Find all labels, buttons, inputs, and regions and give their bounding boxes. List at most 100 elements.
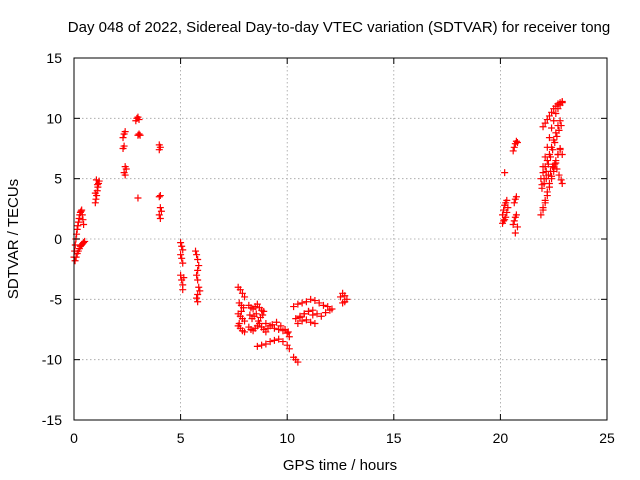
x-tick-label: 20 xyxy=(493,430,509,446)
data-point xyxy=(558,97,566,105)
data-point xyxy=(309,311,317,319)
data-point xyxy=(552,129,560,137)
data-point xyxy=(543,157,551,165)
data-point xyxy=(543,116,551,124)
data-point xyxy=(285,333,293,341)
data-point xyxy=(319,301,327,309)
data-point xyxy=(75,214,83,222)
data-point xyxy=(300,310,308,318)
data-point xyxy=(262,340,270,348)
data-point xyxy=(92,195,100,203)
data-point xyxy=(512,211,520,219)
data-point xyxy=(246,311,254,319)
data-point xyxy=(555,171,563,179)
data-point xyxy=(548,124,556,132)
data-point xyxy=(279,338,287,346)
data-point xyxy=(545,112,553,120)
y-tick-label: 10 xyxy=(46,110,62,126)
x-tick-label: 10 xyxy=(279,430,295,446)
data-point xyxy=(552,159,560,167)
data-point xyxy=(91,199,99,207)
data-point xyxy=(193,294,201,302)
data-point xyxy=(317,312,325,320)
data-point xyxy=(294,300,302,308)
data-point xyxy=(509,221,517,229)
data-point xyxy=(550,167,558,175)
data-point xyxy=(119,134,127,142)
x-tick-label: 25 xyxy=(599,430,615,446)
data-point xyxy=(260,307,268,315)
data-point xyxy=(551,160,559,168)
data-point xyxy=(341,298,349,306)
data-point xyxy=(537,211,545,219)
data-point xyxy=(307,295,315,303)
data-point xyxy=(192,247,200,255)
data-point xyxy=(268,321,276,329)
data-point xyxy=(307,318,315,326)
data-point xyxy=(298,299,306,307)
data-point xyxy=(195,283,203,291)
data-point xyxy=(341,292,349,300)
data-point xyxy=(80,239,88,247)
data-point xyxy=(155,193,163,201)
data-point xyxy=(253,342,261,350)
data-point xyxy=(270,336,278,344)
data-point xyxy=(270,324,278,332)
x-axis-label: GPS time / hours xyxy=(283,457,397,474)
data-point xyxy=(324,303,332,311)
data-point xyxy=(196,287,204,295)
data-point xyxy=(236,286,244,294)
data-point xyxy=(259,311,267,319)
data-point xyxy=(177,239,185,247)
data-point xyxy=(79,216,87,224)
data-point xyxy=(501,169,509,177)
axis-ticks xyxy=(73,57,608,421)
data-point xyxy=(548,108,556,116)
data-point xyxy=(195,262,203,270)
data-point xyxy=(193,251,201,259)
data-point xyxy=(77,207,85,215)
data-point xyxy=(264,324,272,332)
data-point xyxy=(193,271,201,279)
data-point xyxy=(541,199,549,207)
data-point xyxy=(294,319,302,327)
data-point xyxy=(156,192,164,200)
data-point xyxy=(238,289,246,297)
data-point xyxy=(550,117,558,125)
data-point xyxy=(74,222,82,230)
data-point xyxy=(262,328,270,336)
data-point xyxy=(179,286,187,294)
y-axis-label: SDTVAR / TECUs xyxy=(5,179,22,299)
y-tick-label: -15 xyxy=(42,412,62,428)
data-point xyxy=(273,318,281,326)
data-point xyxy=(81,237,89,245)
data-point xyxy=(322,309,330,317)
data-point xyxy=(538,184,546,192)
y-tick-label: 5 xyxy=(54,171,62,187)
data-point xyxy=(91,189,99,197)
data-point xyxy=(74,218,82,226)
data-point xyxy=(544,171,552,179)
data-point xyxy=(305,307,313,315)
x-tick-label: 15 xyxy=(386,430,402,446)
x-tick-label: 0 xyxy=(70,430,78,446)
data-point xyxy=(302,316,310,324)
data-point xyxy=(543,143,551,151)
data-point xyxy=(509,147,517,155)
data-point xyxy=(275,326,283,333)
data-point xyxy=(155,146,163,154)
data-point xyxy=(241,317,249,325)
data-point xyxy=(71,257,79,265)
data-point xyxy=(557,176,565,184)
data-point xyxy=(554,122,562,130)
data-point xyxy=(540,179,548,187)
data-point xyxy=(255,319,263,327)
y-tick-label: -10 xyxy=(42,352,62,368)
data-point xyxy=(552,110,560,118)
data-point xyxy=(258,341,266,349)
data-point xyxy=(235,319,243,327)
data-point xyxy=(543,192,551,200)
data-point xyxy=(550,136,558,144)
data-point xyxy=(556,117,564,125)
data-point xyxy=(298,317,306,325)
